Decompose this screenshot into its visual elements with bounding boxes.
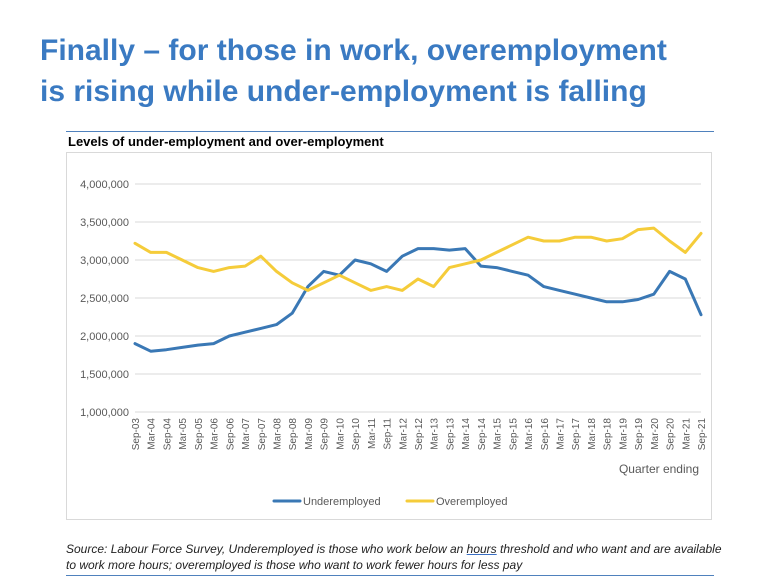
x-tick-label: Mar-08 <box>273 418 284 450</box>
x-tick-label: Mar-09 <box>304 418 315 450</box>
x-tick-label: Sep-05 <box>194 418 205 451</box>
plot-series <box>133 226 703 353</box>
y-tick-label: 1,000,000 <box>80 407 129 419</box>
line-chart: 1,000,000 1,500,000 2,000,000 2,500,000 3,00… <box>80 179 708 508</box>
x-tick-label: Mar-21 <box>681 418 692 450</box>
x-tick-label: Sep-08 <box>288 418 299 451</box>
x-tick-label: Sep-15 <box>508 418 519 451</box>
x-tick-label: Sep-13 <box>445 418 456 451</box>
x-tick-label: Sep-16 <box>540 418 551 451</box>
headline-line-2: is rising while under-employment is fall… <box>40 75 647 108</box>
x-tick-label: Sep-10 <box>351 418 362 451</box>
x-tick-label: Mar-13 <box>430 418 441 450</box>
x-tick-label: Mar-14 <box>461 418 472 450</box>
x-tick-label: Mar-04 <box>147 418 158 450</box>
x-tick-label: Mar-10 <box>335 418 346 450</box>
chart-frame: 1,000,000 1,500,000 2,000,000 2,500,000 3,00… <box>66 152 712 520</box>
x-tick-label: Sep-09 <box>320 418 331 451</box>
slide-headline: Finally – for those in work, overemploym… <box>40 30 760 112</box>
x-tick-label: Sep-12 <box>414 418 425 451</box>
x-tick-label: Mar-11 <box>367 418 378 449</box>
gridlines <box>135 183 701 413</box>
chart-title: Levels of under-employment and over-empl… <box>68 134 384 149</box>
source-text: Source: Labour Force Survey, <box>66 542 229 556</box>
legend-label: Overemployed <box>436 496 508 508</box>
x-tick-label: Sep-14 <box>477 418 488 451</box>
x-tick-label: Mar-20 <box>650 418 661 450</box>
x-tick-label: Mar-18 <box>587 418 598 450</box>
x-axis: Sep-03 Mar-04 Sep-04 Mar-05 Sep-05 Mar-06 Sep-… <box>131 418 708 451</box>
x-tick-label: Sep-07 <box>257 418 268 451</box>
definition-text: Underemployed is those who work below an <box>228 542 467 556</box>
y-tick-label: 2,000,000 <box>80 331 129 343</box>
x-tick-label: Mar-06 <box>210 418 221 450</box>
x-tick-label: Sep-11 <box>383 418 394 450</box>
headline-line-1: Finally – for those in work, overemploym… <box>40 34 667 67</box>
x-tick-label: Mar-19 <box>618 418 629 450</box>
hours-link: hours <box>466 542 497 556</box>
x-tick-label: Mar-07 <box>241 418 252 450</box>
x-tick-label: Sep-03 <box>131 418 142 451</box>
x-tick-label: Mar-05 <box>178 418 189 450</box>
y-axis: 1,000,000 1,500,000 2,000,000 2,500,000 3,00… <box>80 179 129 419</box>
x-tick-label: Sep-21 <box>697 418 708 451</box>
x-tick-label: Sep-18 <box>603 418 614 451</box>
x-tick-label: Mar-15 <box>493 418 504 450</box>
x-tick-label: Sep-19 <box>634 418 645 451</box>
x-tick-label: Sep-20 <box>666 418 677 451</box>
chart-legend: Underemployed Overemployed <box>272 496 508 508</box>
x-tick-label: Sep-17 <box>571 418 582 451</box>
x-tick-label: Sep-06 <box>225 418 236 451</box>
x-axis-title: Quarter ending <box>619 462 699 476</box>
bottom-rule <box>66 575 714 576</box>
y-tick-label: 3,000,000 <box>80 255 129 267</box>
y-tick-label: 4,000,000 <box>80 179 129 191</box>
y-tick-label: 1,500,000 <box>80 369 129 381</box>
definition-text-cont: threshold and who want and are available… <box>66 542 722 572</box>
source-note: Source: Labour Force Survey, Underemploy… <box>66 541 726 573</box>
y-tick-label: 3,500,000 <box>80 217 129 229</box>
y-tick-label: 2,500,000 <box>80 293 129 305</box>
underemployed-line <box>133 247 703 353</box>
x-tick-label: Mar-12 <box>398 418 409 450</box>
top-rule <box>66 131 714 132</box>
legend-label: Underemployed <box>303 496 381 508</box>
x-tick-label: Mar-16 <box>524 418 535 450</box>
x-tick-label: Mar-17 <box>556 418 567 450</box>
overemployed-line <box>133 226 703 292</box>
x-tick-label: Sep-04 <box>162 418 173 451</box>
